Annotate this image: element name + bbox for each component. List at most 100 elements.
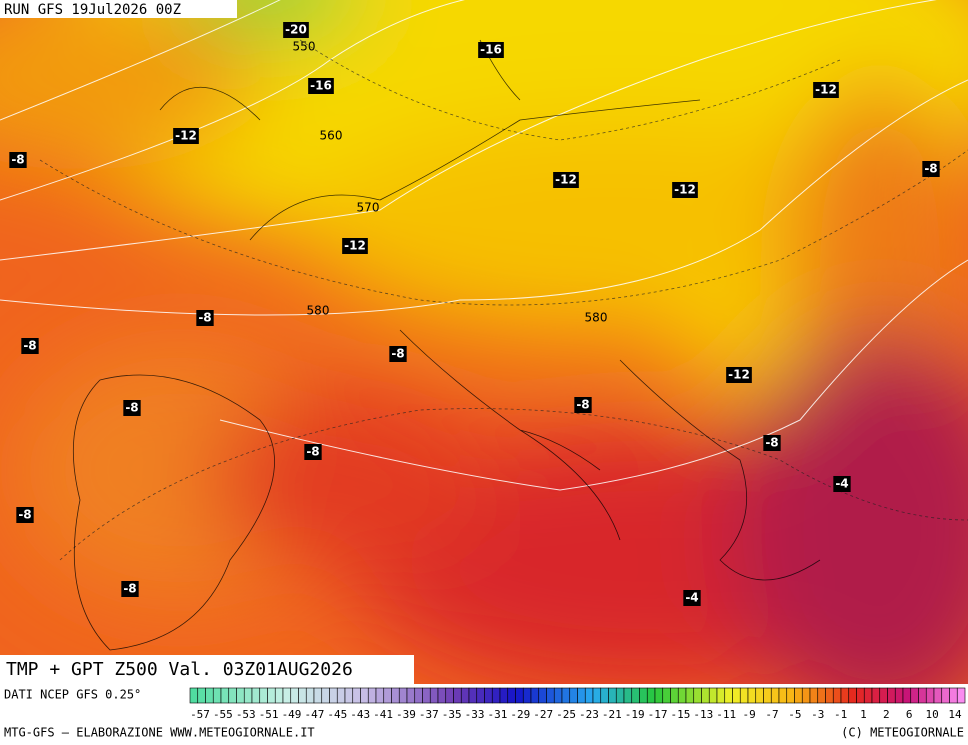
label-box [672,182,698,198]
scale-box [274,687,284,704]
scale-label: -47 [304,708,324,721]
label-box [173,128,199,144]
scale-box [259,687,268,704]
scale-label: -35 [442,708,462,721]
label-box [9,152,27,168]
temperature-label: -12 [815,83,837,97]
scale-box [391,687,400,704]
scale-label: -29 [510,708,530,721]
scale-box [228,687,237,704]
scale-box [546,687,555,704]
scale-box [352,687,361,704]
scale-label: -53 [236,708,256,721]
scale-box [685,687,695,704]
scale-box [778,687,788,704]
scale-box [825,687,834,704]
scale-box [755,687,764,704]
scale-box [724,687,733,704]
scale-box [212,687,222,704]
scale-label: -21 [602,708,622,721]
scale-box [282,687,292,704]
scale-label: -3 [811,708,824,721]
scale-box [577,687,586,704]
temperature-label: -8 [924,162,937,176]
scale-label: -37 [419,708,439,721]
scale-box [406,687,416,704]
scale-label: 6 [906,708,913,721]
label-box [478,42,504,58]
title-box [0,655,414,684]
label-box [763,435,781,451]
scale-box [902,687,912,704]
scale-box [561,687,571,704]
temperature-label: -4 [835,477,848,491]
scale-box [267,687,276,704]
scale-label: -33 [465,708,485,721]
scale-box [770,687,780,704]
scale-box [445,687,454,704]
temperature-label: -16 [480,43,502,57]
color-scale: -57 -55 -53 -51 -49 -47 -45 -43 -41 -39 -37 -35 -33-… [189,687,966,721]
scale-box [305,687,315,704]
scale-box [840,687,850,704]
scale-box [786,687,795,704]
scale-label: -13 [693,708,713,721]
scale-box [639,687,648,704]
label-box [16,507,34,523]
scale-box [794,687,803,704]
temperature-label: -12 [175,129,197,143]
temperature-label: -20 [285,23,307,37]
scale-box [515,687,524,704]
scale-label: -55 [213,708,233,721]
scale-box [654,687,664,704]
label-box [21,338,39,354]
scale-box [367,687,377,704]
temperature-label: -8 [391,347,404,361]
scale-box [662,687,671,704]
scale-box [569,687,578,704]
scale-label: -11 [716,708,736,721]
scale-box [918,687,927,704]
map-labels: -20 550 -16 -16 -12 -12 560 -8 -8 -12 -12 570 -12 580… [9,22,940,606]
scale-label: -9 [742,708,755,721]
scale-box [747,687,757,704]
scale-box [398,687,408,704]
scale-label: -5 [788,708,801,721]
scale-box [701,687,710,704]
label-box [574,397,592,413]
temperature-label: -8 [123,582,136,596]
temperature-label: -8 [306,445,319,459]
scale-label: -51 [259,708,279,721]
scale-box [243,687,253,704]
height-label: 570 [357,201,380,215]
scale-box [763,687,772,704]
height-label: 580 [307,304,330,318]
scale-box [329,687,338,704]
scale-label: 14 [948,708,962,721]
scale-box [468,687,478,704]
scale-box [375,687,385,704]
scale-box [538,687,547,704]
scale-label: 1 [860,708,867,721]
scale-box [615,687,625,704]
run-label: RUN GFS 19Jul2026 00Z [4,2,181,18]
temperature-label: -12 [674,183,696,197]
scale-box [422,687,431,704]
scale-label: -31 [487,708,507,721]
scale-box [956,687,966,704]
scale-label: -39 [396,708,416,721]
temperature-label: -12 [344,239,366,253]
scale-box [491,687,501,704]
scale-box [522,687,532,704]
scale-box [600,687,609,704]
scale-box [236,687,245,704]
label-box [196,310,214,326]
label-box [308,78,334,94]
temperature-label: -12 [555,173,577,187]
label-box [123,400,141,416]
scale-box [313,687,323,704]
scale-box [879,687,888,704]
scale-label: -19 [625,708,645,721]
temperature-label: -4 [685,591,698,605]
